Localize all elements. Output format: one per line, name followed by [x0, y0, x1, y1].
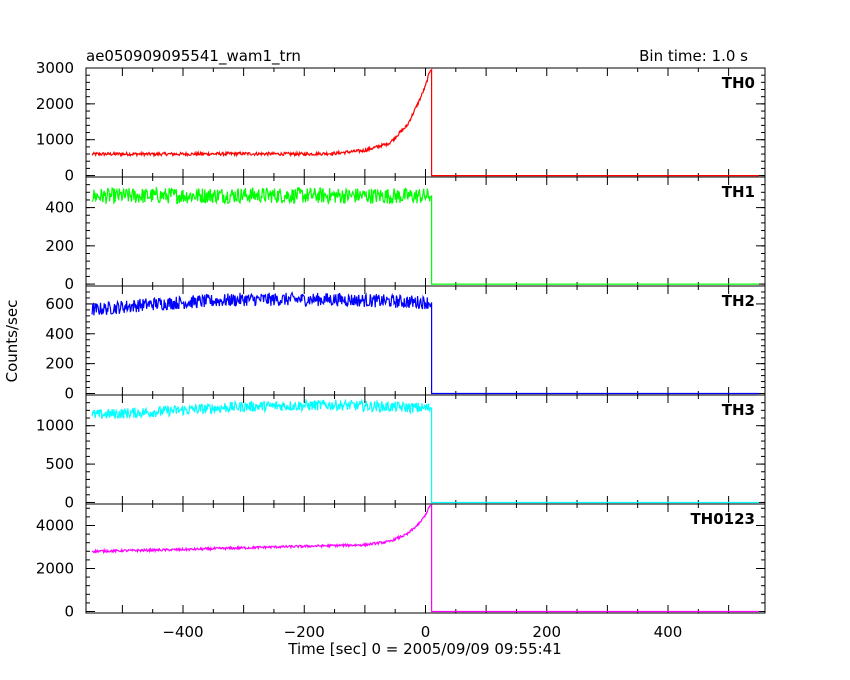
y-tick-label-th3: 0 [64, 493, 74, 511]
panel-label-th0: TH0 [722, 74, 755, 92]
series-line-th0 [91, 68, 759, 177]
panel-label-th3: TH3 [722, 401, 755, 419]
y-tick-label-th2: 0 [64, 385, 74, 403]
panel-frame-th3 [85, 394, 766, 505]
y-tick-label-th0123: 0 [64, 602, 74, 620]
y-tick-label-th0123: 2000 [36, 559, 74, 577]
x-tick-label: 400 [654, 623, 683, 641]
panel-frame-th1 [85, 176, 766, 287]
x-tick-label: −200 [284, 623, 325, 641]
y-tick-label-th1: 200 [45, 237, 74, 255]
y-tick-label-th0: 0 [64, 167, 74, 185]
series-line-th1 [91, 185, 759, 285]
y-tick-label-th2: 600 [45, 295, 74, 313]
panel-label-th1: TH1 [722, 183, 755, 201]
y-tick-label-th1: 400 [45, 199, 74, 217]
series-line-th2 [91, 291, 759, 395]
panel-label-th0123: TH0123 [690, 510, 755, 528]
x-tick-label: −400 [162, 623, 203, 641]
series-line-th0123 [91, 504, 759, 613]
y-tick-label-th0: 3000 [36, 59, 74, 77]
y-tick-label-th2: 200 [45, 355, 74, 373]
y-tick-label-th1: 0 [64, 275, 74, 293]
bin-time-label: Bin time: 1.0 s [639, 47, 748, 65]
series-line-th3 [91, 398, 759, 504]
y-axis-label: Counts/sec [3, 300, 21, 383]
y-tick-label-th3: 1000 [36, 417, 74, 435]
y-tick-label-th3: 500 [45, 455, 74, 473]
chart-title: ae050909095541_wam1_trn [86, 47, 301, 66]
y-tick-label-th0: 1000 [36, 131, 74, 149]
y-tick-label-th0123: 4000 [36, 516, 74, 534]
x-axis-label: Time [sec] 0 = 2005/09/09 09:55:41 [287, 640, 561, 658]
panel-label-th2: TH2 [722, 292, 755, 310]
y-tick-label-th2: 400 [45, 325, 74, 343]
x-tick-label: 200 [532, 623, 561, 641]
panel-frame-th0123 [85, 503, 766, 614]
x-tick-label: 0 [421, 623, 431, 641]
y-tick-label-th0: 2000 [36, 95, 74, 113]
